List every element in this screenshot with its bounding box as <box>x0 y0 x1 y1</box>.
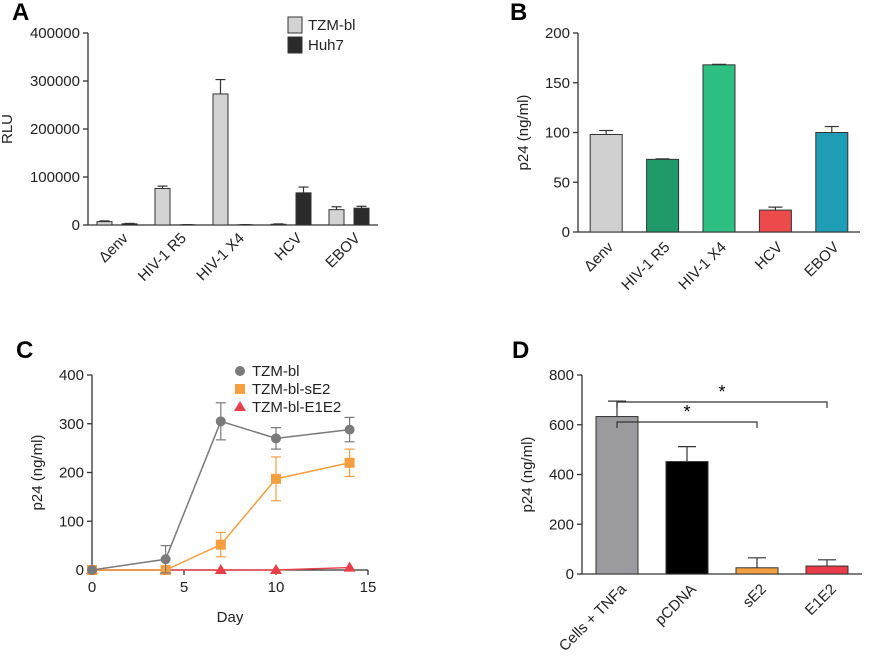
panel-c-legend-marker <box>234 401 246 411</box>
panel-a-y-tick-label: 0 <box>72 217 80 234</box>
panel-d-x-tick-label: E1E2 <box>802 581 840 619</box>
panel-a-legend-swatch <box>287 36 303 54</box>
panel-d-significance-label: * <box>718 382 725 402</box>
panel-d-x-tick-label: sE2 <box>740 581 770 611</box>
panel-a-chart: A 0 100000 200000 300000 400000 RLU Δenv HIV-1 R… <box>0 0 378 285</box>
panel-a-y-tick-label: 100000 <box>30 169 80 186</box>
panel-c-legend-label: TZM-bl <box>252 363 300 380</box>
panel-b-y-tick-label: 100 <box>545 125 570 142</box>
panel-a-legend-label: TZM-bl <box>308 17 356 34</box>
panel-c-x-tick-label: 10 <box>268 579 285 596</box>
panel-a-legend-swatch <box>287 16 303 34</box>
panel-c-point-tzm-bl <box>215 416 226 427</box>
panel-c-point-tzm-bl-se2 <box>215 539 226 550</box>
panel-c-legend-marker <box>235 366 245 376</box>
panel-b-y-tick-label: 50 <box>553 174 570 191</box>
panel-d-bar <box>735 567 779 575</box>
panel-b-bar <box>646 158 680 233</box>
panel-d-significance-bracket <box>616 401 828 408</box>
panel-a-bar-tzm-bl <box>212 93 229 226</box>
panel-b-x-tick-label: EBOV <box>801 239 842 280</box>
panel-c-y-label: p24 (ng/ml) <box>29 435 46 511</box>
panel-a-bar-huh7 <box>353 207 370 226</box>
panel-c-chart: C 0 100 200 300 400 p24 (ng/ml) 0 5 10 15 Day TZM-bl… <box>16 337 376 626</box>
panel-d-y-label: p24 (ng/ml) <box>519 437 536 513</box>
panel-b-y-tick-label: 200 <box>545 25 570 42</box>
panel-b-x-tick-label: HCV <box>752 239 786 273</box>
panel-a-bar-tzm-bl <box>96 221 113 226</box>
panel-c-x-label: Day <box>217 609 244 626</box>
panel-c-point-tzm-bl-se2 <box>271 473 281 484</box>
panel-a-label: A <box>12 0 29 26</box>
panel-c-point-tzm-bl-e1e2 <box>270 564 282 574</box>
panel-a-x-tick-label: HIV-1 R5 <box>135 230 190 285</box>
panel-b-x-tick-label: HIV-1 X4 <box>675 239 729 293</box>
panel-c-label: C <box>16 337 33 364</box>
panel-b-y-tick-label: 0 <box>562 224 570 241</box>
panel-b-x-tick-label: Δenv <box>581 238 618 275</box>
panel-c-legend-label: TZM-bl-E1E2 <box>252 399 341 416</box>
panel-a-y-label: RLU <box>0 114 16 144</box>
panel-c-legend-label: TZM-bl-sE2 <box>252 381 330 398</box>
panel-c-point-tzm-bl <box>344 424 355 435</box>
panel-b-bar <box>758 209 792 233</box>
panel-a-x-tick-label: HCV <box>271 230 305 264</box>
panel-d-y-tick-label: 200 <box>549 516 574 533</box>
panel-c-x-tick-label: 0 <box>88 579 96 596</box>
panel-c-legend-marker <box>235 384 245 394</box>
panel-a-y-tick-label: 200000 <box>30 121 80 138</box>
panel-d-bar <box>805 565 849 575</box>
panel-b-x-tick-label: HIV-1 R5 <box>618 239 673 294</box>
panel-a-y-tick-label: 400000 <box>30 25 80 42</box>
panel-c-point-tzm-bl-e1e2 <box>343 561 356 572</box>
panel-c-x-tick-label: 5 <box>180 579 188 596</box>
panel-c-point-tzm-bl <box>160 554 171 565</box>
panel-c-y-tick-label: 400 <box>59 367 84 384</box>
panel-c-y-tick-label: 100 <box>59 513 84 530</box>
panel-a-y-tick-label: 300000 <box>30 73 80 90</box>
panel-d-x-tick-label: Cells + TNFa <box>556 580 630 654</box>
panel-a-legend-label: Huh7 <box>308 37 344 54</box>
panel-a-x-tick-label: EBOV <box>322 230 363 271</box>
panel-b-y-tick-label: 150 <box>545 75 570 92</box>
panel-d-bar <box>665 461 709 575</box>
panel-c-point-tzm-bl-se2 <box>344 457 355 468</box>
panel-b-y-label: p24 (ng/ml) <box>515 95 532 171</box>
panel-b-label: B <box>510 0 527 26</box>
panel-d-significance-label: * <box>683 402 690 422</box>
panel-d-y-tick-label: 0 <box>566 566 574 583</box>
panel-c-point-tzm-bl-e1e2 <box>214 564 227 574</box>
panel-a-x-tick-label: HIV-1 X4 <box>193 230 247 284</box>
panel-d-y-tick-label: 400 <box>549 467 574 484</box>
panel-c-y-tick-label: 300 <box>59 416 84 433</box>
panel-b-bar <box>589 133 623 233</box>
panel-d-x-tick-label: pCDNA <box>652 581 700 629</box>
panel-b-bar <box>815 132 849 233</box>
panel-d-label: D <box>512 337 529 364</box>
panel-d-significance-bracket <box>616 421 758 428</box>
panel-a-x-tick-label: Δenv <box>96 229 133 266</box>
panel-c-point-tzm-bl <box>271 433 281 444</box>
panel-c-point-tzm-bl <box>87 565 97 575</box>
panel-c-x-tick-label: 15 <box>360 579 377 596</box>
panel-a-bar-huh7 <box>295 192 312 226</box>
panel-a-bar-tzm-bl <box>328 209 345 226</box>
panel-d-bar <box>595 416 639 575</box>
panel-c-y-tick-label: 0 <box>76 562 84 579</box>
panel-a-bar-tzm-bl <box>154 188 171 226</box>
panel-d-chart: D 0 200 400 600 800 p24 (ng/ml) Cells + TNFa pCD… <box>512 337 862 655</box>
panel-c-y-tick-label: 200 <box>59 465 84 482</box>
panel-d-y-tick-label: 800 <box>549 367 574 384</box>
panel-d-y-tick-label: 600 <box>549 417 574 434</box>
panel-b-chart: B 0 50 100 150 200 p24 (ng/ml) Δenv HIV-1 R5 HIV-… <box>510 0 860 294</box>
panel-b-bar <box>702 64 736 233</box>
